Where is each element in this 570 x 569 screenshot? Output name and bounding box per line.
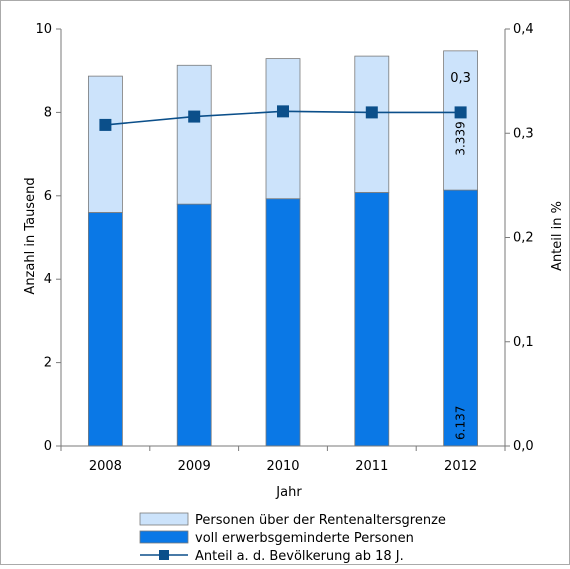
y-tick-label-right: 0,0 (513, 439, 534, 454)
line-layer (99, 105, 467, 131)
y-axis-label-left: Anzahl in Tausend (23, 177, 38, 294)
data-label-0: 6.137 (454, 406, 468, 440)
x-tick-label-2011: 2011 (355, 459, 388, 474)
data-label-1: 3.339 (454, 121, 468, 155)
bar-personen-ber-der-rentenaltersgrenze-2010 (265, 58, 301, 200)
y-tick-label-left: 6 (44, 189, 52, 204)
legend-swatch-voll-erwerbsgeminderte-personen (139, 530, 189, 544)
line-marker-2009 (188, 110, 201, 123)
y-tick-label-left: 10 (35, 22, 52, 37)
x-tick-label-2009: 2009 (178, 459, 211, 474)
bar-voll-erwerbsgeminderte-personen-2012 (443, 189, 479, 447)
y-tick-label-left: 8 (44, 105, 52, 120)
legend-label-personen-ber-der-rentenaltersgrenze: Personen über der Rentenaltersgrenze (195, 513, 446, 528)
legend-swatch-personen-ber-der-rentenaltersgrenze (139, 512, 189, 526)
labels-layer: 6.137 3.339 0,3 (450, 71, 471, 440)
bar-personen-ber-der-rentenaltersgrenze-2008 (88, 75, 123, 213)
bar-voll-erwerbsgeminderte-personen-2010 (265, 198, 301, 447)
bar-voll-erwerbsgeminderte-personen-2011 (354, 192, 390, 447)
line-marker-2010 (277, 105, 289, 118)
legend-label-voll-erwerbsgeminderte-personen: voll erwerbsgeminderte Personen (195, 531, 414, 546)
y-tick-label-left: 2 (44, 356, 52, 371)
y-axis-label-right: Anteil in % (550, 201, 565, 271)
x-axis-label: Jahr (275, 485, 302, 500)
x-tick-label-2012: 2012 (444, 459, 477, 474)
line-marker-2011 (365, 106, 378, 119)
line-marker-2012 (454, 106, 467, 119)
y-tick-label-right: 0,4 (513, 22, 534, 37)
y-tick-label-right: 0,3 (513, 126, 534, 141)
line-marker-2008 (99, 118, 112, 131)
x-tick-label-2008: 2008 (89, 459, 122, 474)
y-tick-label-left: 0 (44, 439, 52, 454)
y-tick-label-right: 0,2 (513, 231, 534, 246)
legend: Personen über der Rentenaltersgrenze voll… (139, 512, 446, 564)
bar-personen-ber-der-rentenaltersgrenze-2011 (354, 55, 390, 193)
bars-layer (88, 50, 479, 447)
x-tick-label-2010: 2010 (266, 459, 299, 474)
y-tick-label-right: 0,1 (513, 335, 534, 350)
legend-label-anteil-a-d-bev-lkerung-ab-18-j: Anteil a. d. Bevölkerung ab 18 J. (195, 549, 404, 564)
bar-personen-ber-der-rentenaltersgrenze-2009 (176, 64, 212, 205)
bar-personen-ber-der-rentenaltersgrenze-2012 (443, 50, 479, 191)
legend-marker-anteil-a-d-bev-lkerung-ab-18-j (159, 550, 169, 560)
y-tick-label-left: 4 (44, 272, 52, 287)
bar-voll-erwerbsgeminderte-personen-2008 (88, 212, 123, 447)
data-label-2: 0,3 (450, 71, 471, 86)
bar-voll-erwerbsgeminderte-personen-2009 (176, 203, 212, 447)
axes-layer: 0 2 4 6 8 10 0,0 0,1 0,2 0,3 0,4 2008 2009 2010 2011 20… (35, 22, 533, 474)
